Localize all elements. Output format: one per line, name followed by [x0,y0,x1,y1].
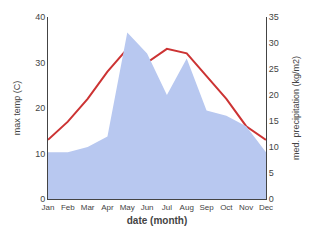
svg-text:Aug: Aug [180,203,194,212]
svg-text:30: 30 [35,58,45,68]
svg-text:10: 10 [35,149,45,159]
svg-text:May: May [120,203,135,212]
svg-text:max temp (C): max temp (C) [12,81,22,136]
svg-text:30: 30 [269,38,279,48]
svg-text:Apr: Apr [101,203,114,212]
svg-text:40: 40 [35,12,45,22]
svg-text:0: 0 [40,194,45,204]
svg-text:date (month): date (month) [127,215,188,226]
svg-text:20: 20 [269,90,279,100]
svg-text:Sep: Sep [199,203,214,212]
svg-text:Jan: Jan [42,203,55,212]
svg-text:med. precipitation (kg/m2): med. precipitation (kg/m2) [291,56,301,160]
svg-text:5: 5 [269,168,274,178]
svg-text:0: 0 [269,194,274,204]
svg-text:Dec: Dec [259,203,273,212]
svg-text:Feb: Feb [61,203,75,212]
svg-text:25: 25 [269,64,279,74]
svg-text:15: 15 [269,116,279,126]
svg-text:Jun: Jun [141,203,154,212]
svg-text:Nov: Nov [239,203,253,212]
svg-text:10: 10 [269,142,279,152]
svg-text:Mar: Mar [81,203,95,212]
svg-text:20: 20 [35,103,45,113]
svg-text:Jul: Jul [162,203,172,212]
svg-text:35: 35 [269,12,279,22]
svg-text:Oct: Oct [220,203,233,212]
